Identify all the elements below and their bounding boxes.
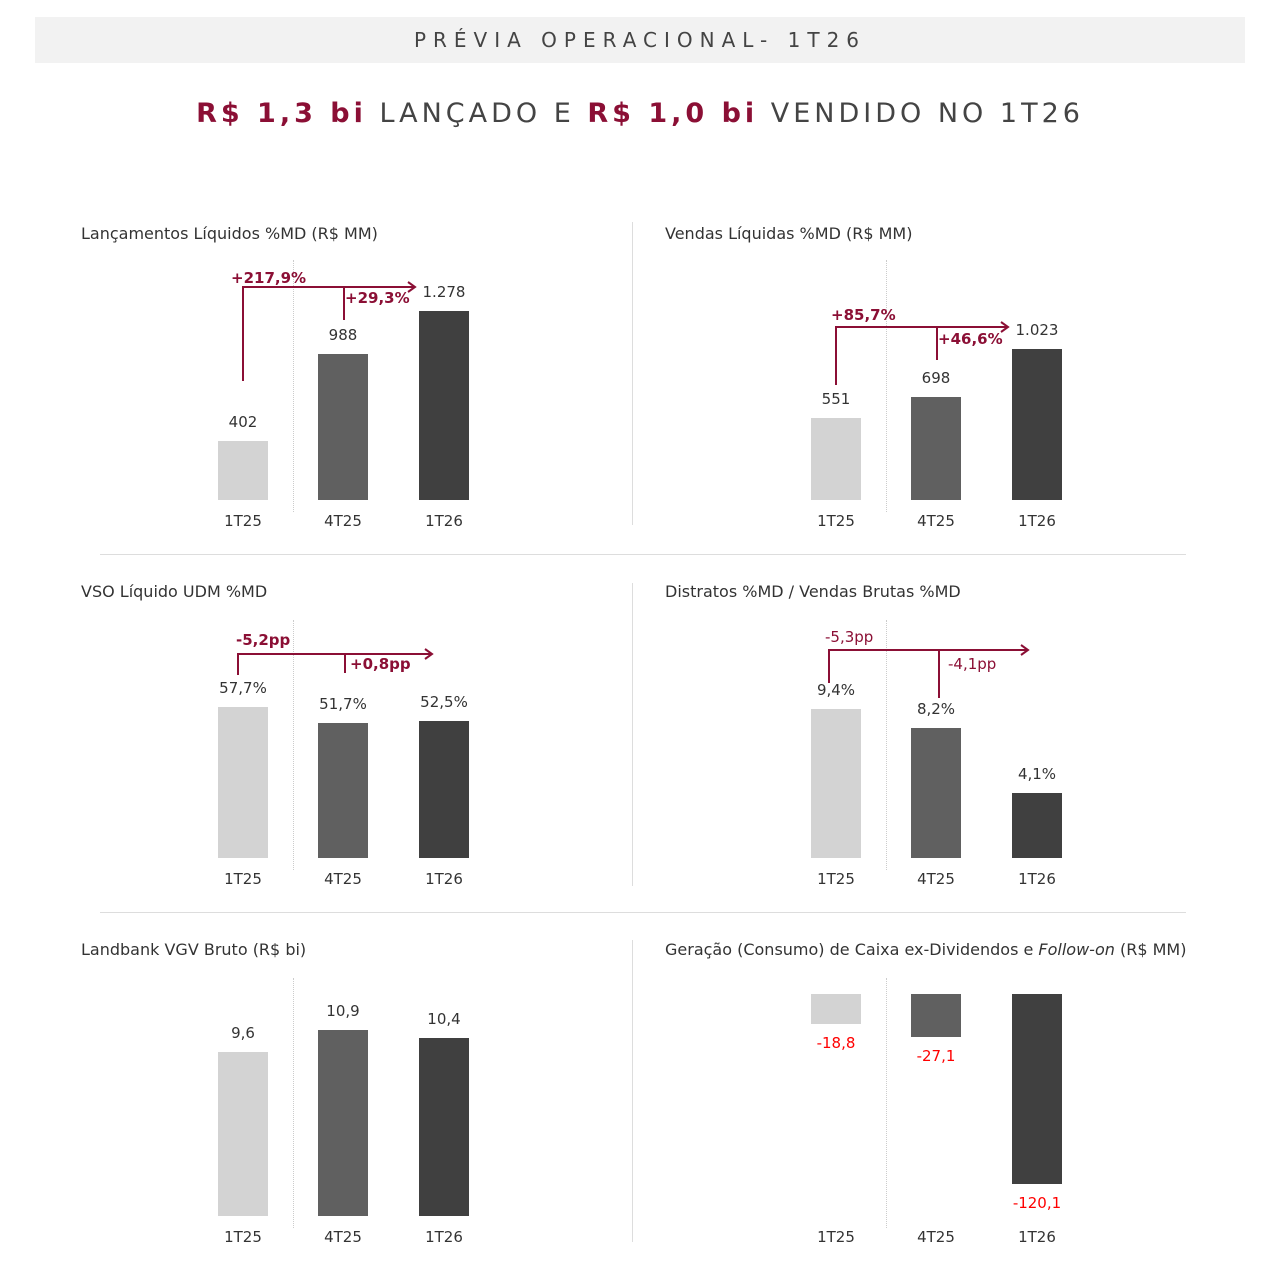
gridline [886, 620, 887, 870]
data-label: 1.023 [1015, 320, 1059, 339]
bar-1T26 [1012, 994, 1062, 1184]
x-tick-label: 1T26 [425, 1228, 463, 1246]
chart-title: Geração (Consumo) de Caixa ex-Dividendos… [665, 940, 1186, 959]
bar-1T26 [419, 1038, 469, 1216]
x-tick-label: 4T25 [917, 1228, 955, 1246]
headline-text: VENDIDO NO 1T26 [758, 98, 1084, 129]
title-part: (R$ MM) [1114, 940, 1187, 959]
x-tick-label: 4T25 [917, 870, 955, 888]
data-label: 9,6 [231, 1023, 255, 1042]
data-label: 988 [328, 325, 358, 344]
growth-annotation: -5,2pp [236, 631, 291, 649]
row-divider [100, 554, 1186, 555]
headline-sold: R$ 1,0 bi [587, 98, 759, 129]
x-tick-label: 1T26 [1018, 512, 1056, 530]
bar-1T25 [811, 418, 861, 500]
data-label: 9,4% [816, 681, 856, 700]
x-tick-label: 4T25 [324, 1228, 362, 1246]
chart-title: VSO Líquido UDM %MD [81, 582, 268, 601]
growth-annotation: +29,3% [345, 289, 410, 307]
bar-1T26 [419, 310, 469, 500]
panel-divider [632, 583, 633, 886]
x-tick-label: 1T25 [817, 870, 855, 888]
x-tick-label: 1T25 [224, 1228, 262, 1246]
x-tick-label: 1T26 [425, 512, 463, 530]
growth-annotation: +217,9% [231, 269, 307, 287]
bar-4T25 [911, 728, 961, 858]
x-tick-label: 4T25 [324, 512, 362, 530]
gridline [886, 978, 887, 1228]
x-tick-label: 4T25 [917, 512, 955, 530]
bar-4T25 [911, 994, 961, 1037]
data-label: 10,9 [326, 1001, 360, 1020]
title-part: Geração (Consumo) de Caixa ex-Dividendos… [665, 940, 1039, 959]
bar-1T26 [419, 720, 469, 858]
data-label: 1.278 [422, 282, 466, 301]
bar-1T25 [811, 709, 861, 858]
bar-4T25 [318, 723, 368, 858]
gridline [886, 260, 887, 512]
bar-4T25 [911, 396, 961, 500]
chart-title: Distratos %MD / Vendas Brutas %MD [665, 582, 961, 601]
bar-1T25 [811, 994, 861, 1024]
bar-1T25 [218, 1051, 268, 1216]
x-tick-label: 1T26 [1018, 870, 1056, 888]
x-tick-label: 1T25 [224, 512, 262, 530]
x-tick-label: 1T25 [817, 512, 855, 530]
x-tick-label: 1T25 [224, 870, 262, 888]
bar-1T25 [218, 707, 268, 858]
headline-launched: R$ 1,3 bi [196, 98, 367, 129]
bar-1T26 [1012, 348, 1062, 500]
data-label: 551 [821, 390, 851, 409]
growth-annotation: -4,1pp [948, 655, 997, 673]
chart-title: Landbank VGV Bruto (R$ bi) [81, 940, 307, 959]
chart-title: Vendas Líquidas %MD (R$ MM) [665, 224, 913, 243]
row-divider [100, 912, 1186, 913]
headline: R$ 1,3 bi LANÇADO E R$ 1,0 bi VENDIDO NO… [0, 98, 1280, 129]
data-label: 4,1% [1017, 765, 1057, 784]
data-label: 8,2% [916, 700, 956, 719]
panel-divider [632, 222, 633, 525]
x-tick-label: 1T25 [817, 1228, 855, 1246]
gridline [293, 978, 294, 1228]
chart-title: Lançamentos Líquidos %MD (R$ MM) [81, 224, 378, 243]
x-tick-label: 1T26 [1018, 1228, 1056, 1246]
banner-title: PRÉVIA OPERACIONAL- 1T26 [35, 17, 1245, 63]
bar-1T25 [218, 440, 268, 500]
gridline [293, 620, 294, 870]
data-label: 52,5% [420, 692, 468, 711]
growth-annotation: +85,7% [831, 306, 896, 324]
data-label: -120,1 [1012, 1193, 1062, 1212]
x-tick-label: 1T26 [425, 870, 463, 888]
data-label: 698 [921, 368, 951, 387]
data-label: 10,4 [427, 1010, 461, 1029]
growth-annotation: +46,6% [938, 330, 1003, 348]
bar-4T25 [318, 353, 368, 500]
growth-annotation: +0,8pp [350, 655, 411, 673]
title-part: Follow-on [1038, 940, 1115, 959]
data-label: -18,8 [816, 1033, 856, 1052]
bar-4T25 [318, 1029, 368, 1216]
gridline [293, 260, 294, 512]
data-label: 57,7% [219, 679, 267, 698]
growth-annotation: -5,3pp [825, 628, 874, 646]
data-label: -27,1 [916, 1046, 956, 1065]
data-label: 51,7% [319, 695, 367, 714]
headline-text: LANÇADO E [366, 98, 588, 129]
data-label: 402 [228, 412, 258, 431]
bar-1T26 [1012, 793, 1062, 858]
x-tick-label: 4T25 [324, 870, 362, 888]
panel-divider [632, 940, 633, 1242]
